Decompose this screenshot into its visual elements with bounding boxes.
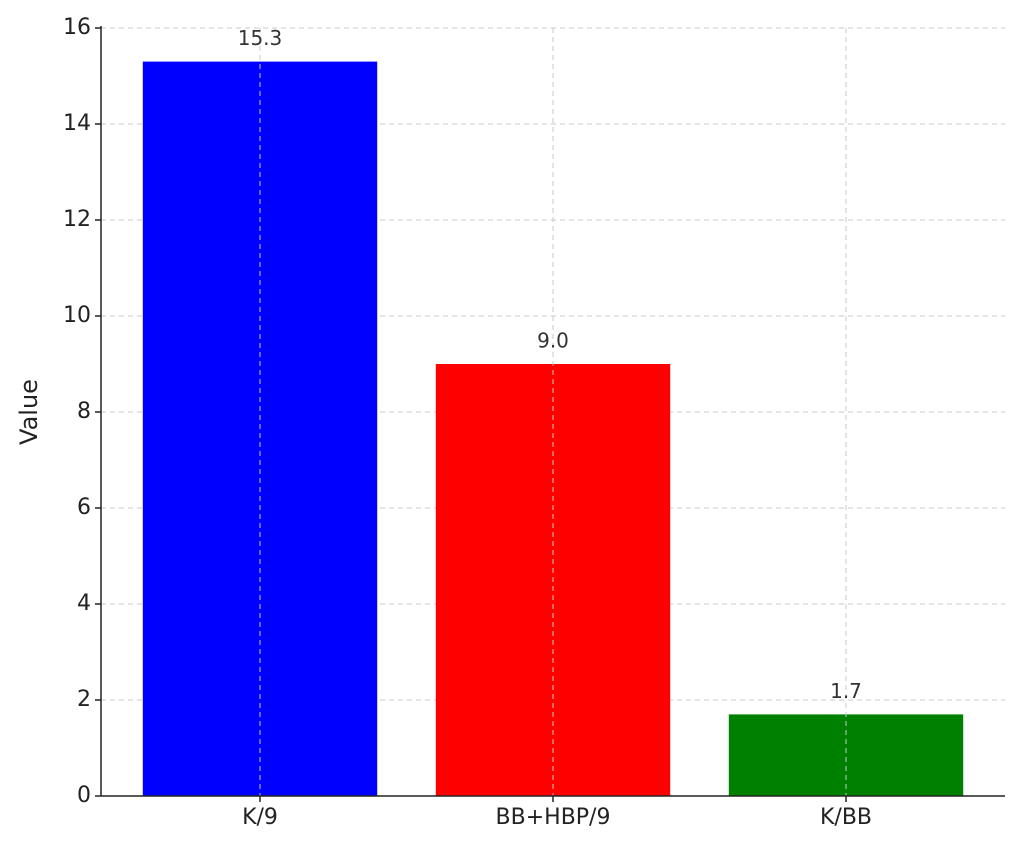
y-tick-label: 16 [63,15,91,40]
bar [728,714,964,796]
value-label: 1.7 [830,679,862,703]
y-tick-label: 2 [77,687,91,712]
y-tick-label: 10 [63,303,91,328]
value-label: 9.0 [537,329,569,353]
x-tick-label: K/9 [242,805,278,830]
y-tick-label: 14 [63,111,91,136]
y-tick-label: 8 [77,399,91,424]
y-tick-label: 0 [77,783,91,808]
y-tick-label: 12 [63,207,91,232]
x-tick-label: K/BB [820,805,872,830]
y-tick-label: 4 [77,591,91,616]
y-tick-label: 6 [77,495,91,520]
x-tick-label: BB+HBP/9 [496,805,611,830]
y-axis-label: Value [15,379,43,445]
value-label: 15.3 [238,26,283,50]
